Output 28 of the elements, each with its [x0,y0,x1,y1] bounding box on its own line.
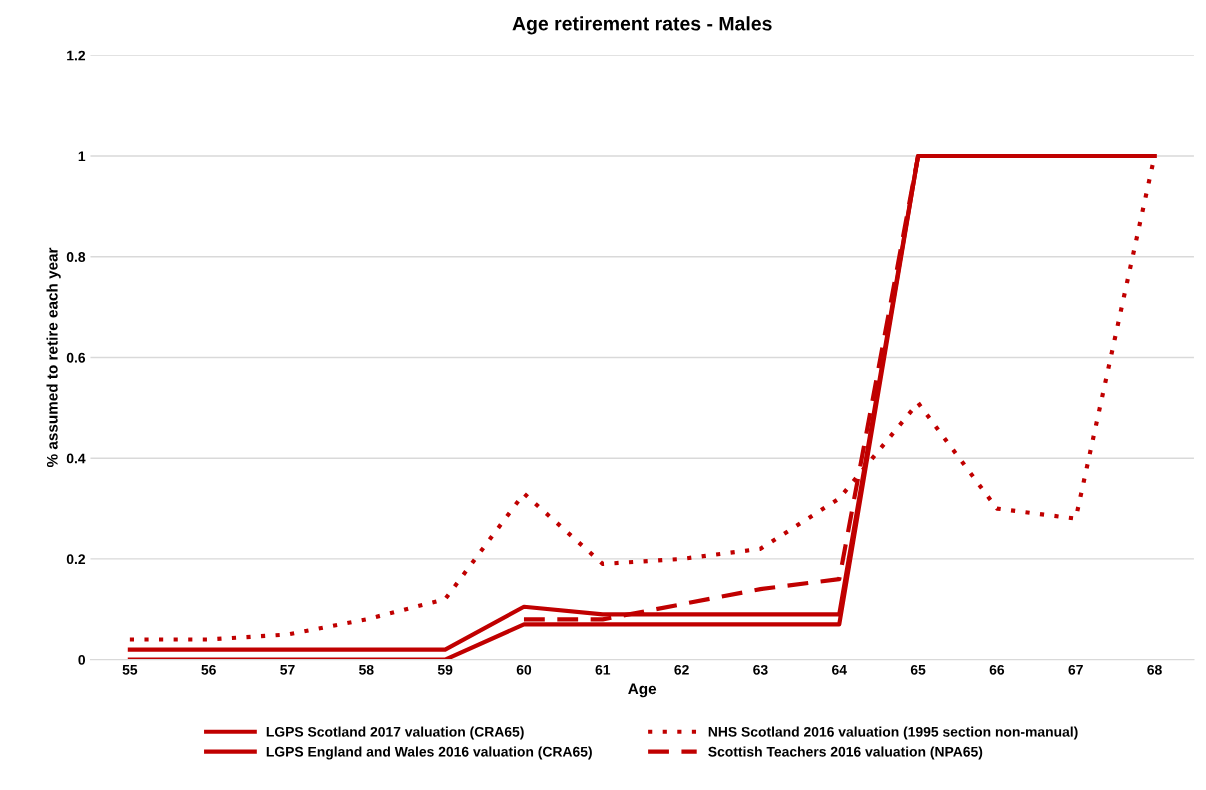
legend-label: LGPS Scotland 2017 valuation (CRA65) [266,726,524,740]
legend-label: NHS Scotland 2016 valuation (1995 section non-manual) [708,726,1078,740]
x-tick-label: 61 [595,664,611,675]
y-tick-label: 0.6 [66,352,86,363]
x-tick-label: 67 [1068,664,1083,675]
legend-label: Scottish Teachers 2016 valuation (NPA65) [708,746,983,760]
x-tick-label: 65 [910,664,926,675]
x-tick-label: 63 [753,664,768,675]
x-tick-label: 55 [122,665,138,675]
y-tick-label: 0.8 [66,252,86,262]
legend-label: LGPS England and Wales 2016 valuation (CRA65) [266,746,592,760]
x-axis-title: Age [628,683,657,698]
x-tick-label: 57 [280,665,295,675]
x-tick-label: 62 [674,664,689,675]
y-tick-label: 1.2 [67,50,86,61]
x-tick-label: 59 [437,664,453,675]
chart-title: Age retirement rates - Males [512,16,772,35]
x-tick-label: 56 [201,664,216,675]
y-axis-title: % assumed to retire each year [46,247,61,468]
y-tick-label: 1 [78,151,86,162]
x-tick-label: 66 [989,664,1005,675]
x-tick-label: 64 [832,664,847,675]
y-tick-label: 0.4 [66,453,86,464]
x-tick-label: 60 [516,664,532,675]
y-tick-label: 0.2 [66,554,86,565]
x-tick-label: 58 [359,664,374,675]
x-tick-label: 68 [1147,664,1162,675]
y-tick-label: 0 [78,654,86,665]
